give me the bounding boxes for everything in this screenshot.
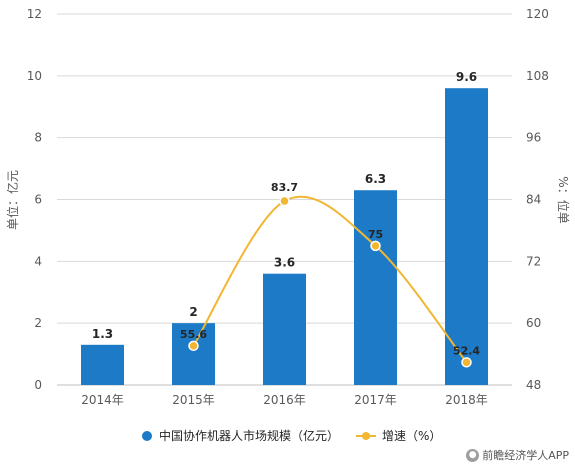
growth-line — [188, 195, 472, 368]
legend-bar-label: 中国协作机器人市场规模（亿元） — [159, 428, 339, 443]
x-tick-label: 2018年 — [445, 393, 488, 407]
right-tick-label: 72 — [526, 254, 541, 268]
legend: 中国协作机器人市场规模（亿元） 增速（%） — [142, 428, 441, 443]
growth-point — [461, 357, 472, 368]
left-tick-label: 4 — [34, 254, 42, 268]
bar-data-labels: 1.3 2 3.6 6.3 9.6 — [92, 70, 477, 341]
left-axis-title: 单位：亿元 — [5, 170, 20, 230]
x-tick-label: 2015年 — [172, 393, 215, 407]
growth-point — [370, 240, 381, 252]
bar-value-label: 1.3 — [92, 327, 113, 341]
x-tick-label: 2014年 — [81, 393, 124, 407]
growth-line-path — [192, 195, 468, 363]
bar — [354, 190, 397, 385]
growth-value-label: 52.4 — [453, 344, 480, 357]
right-tick-label: 108 — [526, 69, 549, 83]
left-tick-label: 12 — [27, 7, 42, 21]
bar-value-label: 9.6 — [456, 70, 477, 84]
bar-value-label: 2 — [189, 305, 197, 319]
bar — [172, 323, 215, 385]
right-tick-label: 120 — [526, 7, 549, 21]
legend-line-marker — [362, 432, 370, 440]
x-axis-ticks: 2014年 2015年 2016年 2017年 2018年 — [81, 393, 488, 407]
x-tick-label: 2016年 — [263, 393, 306, 407]
right-axis-ticks: 48 60 72 84 96 108 120 — [526, 7, 549, 392]
bar-value-label: 6.3 — [365, 172, 386, 186]
left-tick-label: 10 — [27, 69, 42, 83]
bar-value-label: 3.6 — [274, 256, 295, 270]
legend-bar-swatch — [142, 431, 152, 441]
right-axis-title: %：位单 — [556, 176, 571, 223]
left-tick-label: 2 — [34, 316, 42, 330]
right-tick-label: 84 — [526, 193, 541, 207]
left-axis-ticks: 0 2 4 6 8 10 12 — [27, 7, 42, 392]
growth-value-label: 55.6 — [180, 328, 207, 341]
bar — [81, 344, 124, 385]
right-tick-label: 60 — [526, 316, 541, 330]
wechat-icon: ● — [466, 448, 480, 462]
left-tick-label: 0 — [34, 378, 42, 392]
right-tick-label: 96 — [526, 131, 541, 145]
growth-point — [279, 195, 290, 207]
growth-value-label: 75 — [368, 228, 383, 241]
growth-value-label: 83.7 — [271, 181, 298, 194]
left-tick-label: 6 — [34, 193, 42, 207]
line-data-labels: 55.6 83.7 75 52.4 — [180, 181, 480, 357]
growth-point — [188, 340, 199, 352]
bar — [263, 273, 306, 385]
x-tick-label: 2017年 — [354, 393, 397, 407]
left-tick-label: 8 — [34, 131, 42, 145]
bar — [445, 88, 488, 385]
footer-text: 前瞻经济学人APP — [482, 449, 569, 462]
right-tick-label: 48 — [526, 378, 541, 392]
footer-brand: ● 前瞻经济学人APP — [466, 447, 569, 463]
bars — [81, 88, 488, 385]
legend-line-label: 增速（%） — [382, 429, 441, 443]
